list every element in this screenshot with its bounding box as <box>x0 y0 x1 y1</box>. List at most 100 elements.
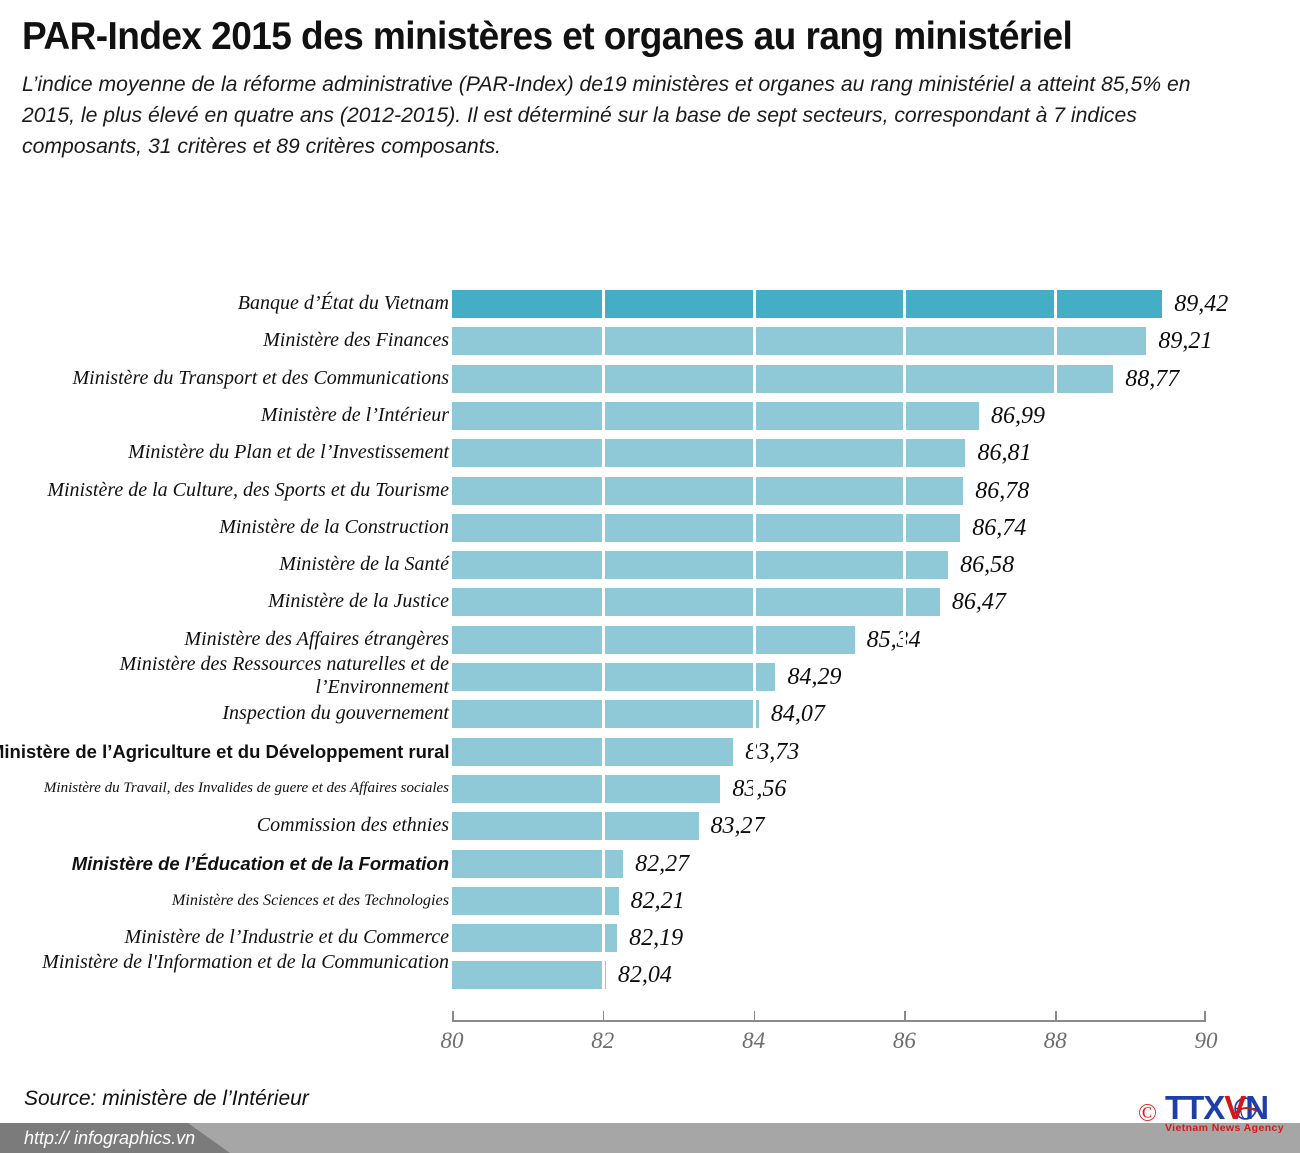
bar <box>452 364 1114 393</box>
copyright-icon: © <box>1137 1099 1157 1127</box>
logo-ttx: TTX <box>1164 1088 1225 1126</box>
row-label: Ministère du Travail, des Invalides de g… <box>43 779 449 796</box>
bar <box>452 700 759 729</box>
row-label: Ministère des Sciences et des Technologi… <box>171 890 449 909</box>
bar-value-label: 82,19 <box>629 925 684 952</box>
row-label: Ministère de l’Éducation et de la Format… <box>71 852 449 874</box>
logo-mark: TTXVN Vietnam News Agency <box>1164 1091 1284 1134</box>
bar-value-label: 89,42 <box>1174 291 1229 317</box>
chart-row: Ministère de l’Industrie et du Commerce 8… <box>0 924 1300 961</box>
row-label: Ministère de l’Industrie et du Commerce <box>124 926 449 949</box>
row-label: Ministère de l'Information et de la Comm… <box>42 951 449 974</box>
x-axis-tick-label: 90 <box>1194 1028 1218 1053</box>
bar <box>452 774 721 803</box>
chart-row: Ministère du Travail, des Invalides de g… <box>0 774 1300 812</box>
chart-row: Ministère des Finances 89,21 <box>0 327 1300 364</box>
bar-value-label: 83,73 <box>745 738 800 765</box>
chart-row: Ministère de l'Information et de la Comm… <box>0 951 1300 998</box>
chart-row: Ministère de la Culture, des Sports et d… <box>0 476 1300 514</box>
bar <box>452 663 776 691</box>
x-axis-tick-label: 88 <box>1043 1028 1067 1053</box>
row-label: Ministère des Affaires étrangères <box>184 627 449 650</box>
row-label: Ministère de la Justice <box>268 590 449 613</box>
bar <box>452 476 964 505</box>
x-axis <box>452 1011 1206 1022</box>
row-label: Ministère de la Construction <box>219 515 449 538</box>
x-axis-tick <box>602 1011 605 1020</box>
chart-row: Ministère de l’Intérieur 86,99 <box>0 401 1300 439</box>
bar-value-label: 82,21 <box>630 887 685 914</box>
row-label: Ministère des Ressources naturelles et d… <box>119 653 449 698</box>
bar <box>452 961 606 990</box>
x-axis-tick <box>1055 1011 1057 1020</box>
bar <box>452 513 961 542</box>
x-axis-tick <box>904 1011 906 1020</box>
x-axis-tick-label: 84 <box>742 1028 766 1053</box>
bar <box>452 439 966 468</box>
chart-row: Ministère du Transport et des Communicat… <box>0 364 1300 402</box>
bar-value-label: 83,56 <box>732 775 787 802</box>
bar-value-label: 89,21 <box>1158 328 1213 355</box>
bar-value-label: 84,29 <box>787 664 842 690</box>
chart-row: Ministère des Sciences et des Technologi… <box>0 886 1300 924</box>
x-axis-tick <box>1204 1011 1206 1020</box>
x-axis-tick-label: 80 <box>440 1028 464 1053</box>
row-label: Commission des ethnies <box>256 814 449 837</box>
bar-value-label: 85,34 <box>866 626 921 653</box>
globe-icon <box>1233 1096 1258 1120</box>
bar-value-label: 83,27 <box>710 813 765 840</box>
bar <box>452 290 1163 318</box>
row-label: Ministère de l’Intérieur <box>260 403 449 426</box>
page-subtitle: L’indice moyenne de la réforme administr… <box>22 72 1191 158</box>
bar <box>452 849 624 878</box>
bar-chart: Banque d’État du Vietnam 89,42 Ministère d… <box>0 284 1300 1053</box>
row-label: Ministère de la Santé <box>279 553 449 576</box>
logo-wordmark: TTXVN <box>1165 1091 1284 1124</box>
bar-value-label: 86,47 <box>951 589 1006 616</box>
bar-value-label: 88,77 <box>1125 365 1180 392</box>
row-label: Ministère de l’Agriculture et du Dévelop… <box>0 740 450 762</box>
bar-value-label: 84,07 <box>770 701 825 728</box>
x-axis-tick <box>753 1011 756 1020</box>
chart-row: Ministère de la Justice 86,47 <box>0 588 1300 625</box>
bar-value-label: 86,74 <box>972 514 1027 541</box>
bar <box>452 886 619 915</box>
chart-row: Ministère de la Santé 86,58 <box>0 551 1300 588</box>
bar-value-label: 86,58 <box>960 552 1015 579</box>
x-axis-tick-label: 86 <box>892 1028 916 1053</box>
chart-row: Ministère du Plan et de l’Investissement… <box>0 439 1300 476</box>
row-label: Ministère de la Culture, des Sports et d… <box>47 478 449 501</box>
source-note: Source: ministère de l’Intérieur <box>24 1087 309 1110</box>
bar <box>452 551 949 580</box>
chart-row: Inspection du gouvernement 84,07 <box>0 700 1300 737</box>
chart-row: Ministère de l’Éducation et de la Format… <box>0 849 1300 887</box>
bar <box>452 924 618 953</box>
header: PAR-Index 2015 des ministères et organes… <box>22 14 1282 162</box>
ttxvn-logo: © TTXVN Vietnam News Agency <box>1137 1091 1284 1134</box>
row-label: Inspection du gouvernement <box>222 702 449 725</box>
row-label: Ministère du Plan et de l’Investissement <box>128 441 449 464</box>
chart-row: Ministère des Ressources naturelles et d… <box>0 653 1300 700</box>
logo-v: V <box>1224 1088 1246 1126</box>
bar-value-label: 82,04 <box>617 962 672 989</box>
row-label: Banque d’État du Vietnam <box>237 292 449 314</box>
logo-tagline: Vietnam News Agency <box>1164 1121 1284 1134</box>
chart-row: Ministère de la Construction 86,74 <box>0 513 1300 551</box>
chart-row: Banque d’État du Vietnam 89,42 <box>0 290 1300 327</box>
footer-url[interactable]: http:// infographics.vn <box>24 1128 196 1148</box>
bar-value-label: 82,27 <box>635 850 690 877</box>
x-axis-tick <box>452 1011 454 1020</box>
bar <box>452 812 699 841</box>
bar-value-label: 86,99 <box>991 402 1046 429</box>
row-label: Ministère du Transport et des Communicat… <box>72 366 449 389</box>
bar <box>452 737 734 766</box>
bar <box>452 625 855 654</box>
bar-value-label: 86,78 <box>975 477 1030 504</box>
chart-row: Commission des ethnies 83,27 <box>0 812 1300 849</box>
x-axis-tick-label: 82 <box>591 1028 615 1053</box>
bar <box>452 588 940 617</box>
row-label: Ministère des Finances <box>263 329 449 352</box>
bar <box>452 327 1147 356</box>
bar-value-label: 86,81 <box>977 440 1032 467</box>
